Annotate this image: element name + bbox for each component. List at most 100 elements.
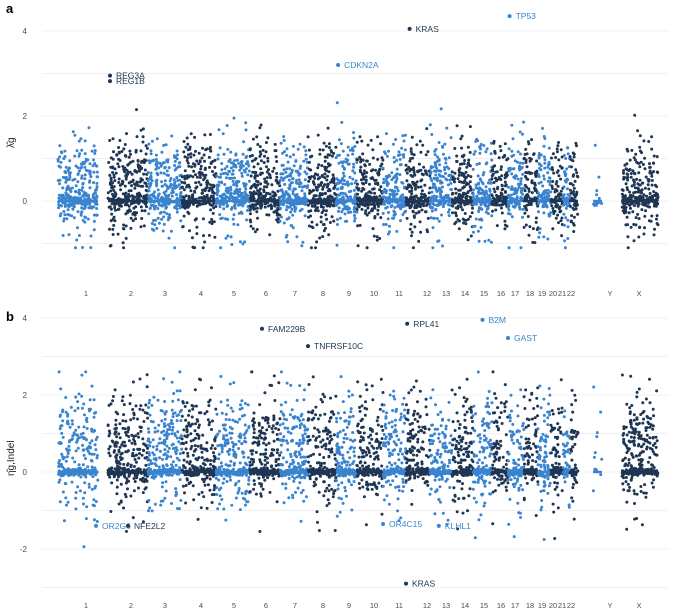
data-point — [180, 185, 184, 189]
data-point — [187, 164, 191, 168]
data-point — [233, 206, 237, 210]
data-point — [58, 144, 62, 148]
data-point — [59, 464, 63, 468]
data-point — [188, 174, 192, 178]
data-point — [242, 168, 246, 172]
data-point — [165, 444, 169, 448]
data-point — [525, 177, 529, 181]
data-point — [95, 435, 99, 439]
data-point — [445, 126, 449, 130]
data-point — [215, 193, 219, 197]
data-point — [167, 173, 170, 177]
data-point — [640, 208, 644, 212]
data-point — [87, 482, 91, 486]
data-point — [630, 148, 634, 152]
data-point — [201, 146, 204, 150]
data-point — [354, 179, 358, 183]
data-point — [365, 213, 369, 217]
data-point — [115, 453, 119, 457]
data-point — [490, 177, 494, 181]
data-point — [528, 197, 532, 201]
data-point — [368, 162, 372, 166]
data-point — [166, 218, 170, 222]
data-point — [628, 190, 632, 194]
data-point — [282, 138, 286, 142]
data-point — [387, 149, 390, 153]
data-point — [202, 195, 206, 198]
chromosome-label: X — [636, 289, 641, 298]
data-point — [245, 154, 249, 158]
data-point — [132, 435, 136, 438]
data-point — [321, 185, 325, 189]
data-point — [333, 192, 337, 195]
data-point — [109, 402, 113, 406]
data-point — [195, 204, 199, 208]
data-point — [281, 163, 285, 167]
data-point — [572, 223, 576, 227]
data-point — [140, 159, 144, 163]
data-point — [484, 210, 488, 214]
data-point — [428, 186, 432, 190]
data-point — [267, 204, 270, 208]
data-point — [79, 213, 83, 217]
data-point — [419, 230, 423, 234]
data-point — [137, 448, 141, 451]
data-point — [157, 203, 161, 207]
data-point — [183, 174, 187, 178]
data-point — [113, 388, 117, 392]
data-point — [127, 204, 131, 208]
data-point — [499, 168, 503, 171]
data-point — [163, 448, 167, 452]
data-point — [302, 159, 306, 163]
data-point — [337, 209, 340, 213]
data-point — [112, 215, 116, 219]
data-point — [307, 160, 311, 164]
data-point — [271, 194, 275, 198]
data-point — [188, 229, 191, 233]
data-point — [529, 157, 533, 161]
data-point — [476, 229, 480, 233]
data-point — [90, 439, 94, 443]
data-point — [300, 185, 304, 189]
data-point — [350, 182, 354, 186]
data-point — [127, 189, 131, 193]
data-point — [116, 232, 120, 236]
data-point — [638, 134, 642, 138]
data-point — [89, 407, 92, 411]
data-point — [418, 139, 422, 143]
data-point — [195, 159, 199, 163]
data-point — [180, 180, 184, 184]
data-point — [517, 166, 521, 170]
data-point — [165, 435, 169, 439]
data-point — [471, 206, 474, 210]
data-point — [298, 185, 301, 189]
data-point — [91, 475, 95, 479]
data-point — [250, 203, 254, 207]
data-point — [72, 216, 76, 220]
data-point — [497, 177, 501, 181]
data-point — [143, 181, 147, 185]
data-point — [638, 145, 642, 149]
data-point — [58, 214, 62, 218]
data-point — [543, 158, 547, 162]
data-point — [70, 480, 74, 484]
chromosome-label: 18 — [526, 289, 534, 298]
data-point — [159, 171, 163, 175]
data-point — [441, 205, 445, 209]
data-point — [413, 173, 416, 177]
data-point — [234, 196, 238, 200]
data-point — [308, 191, 311, 195]
data-point — [86, 202, 90, 206]
data-point — [274, 193, 278, 197]
data-point — [146, 427, 150, 431]
data-point — [425, 127, 429, 131]
data-point — [503, 142, 507, 146]
data-point — [631, 194, 635, 198]
data-point — [285, 208, 288, 212]
data-point — [76, 446, 80, 450]
data-point — [552, 171, 556, 175]
data-point — [545, 205, 549, 209]
data-point — [239, 160, 243, 164]
data-point — [144, 403, 148, 407]
data-point — [314, 172, 317, 176]
